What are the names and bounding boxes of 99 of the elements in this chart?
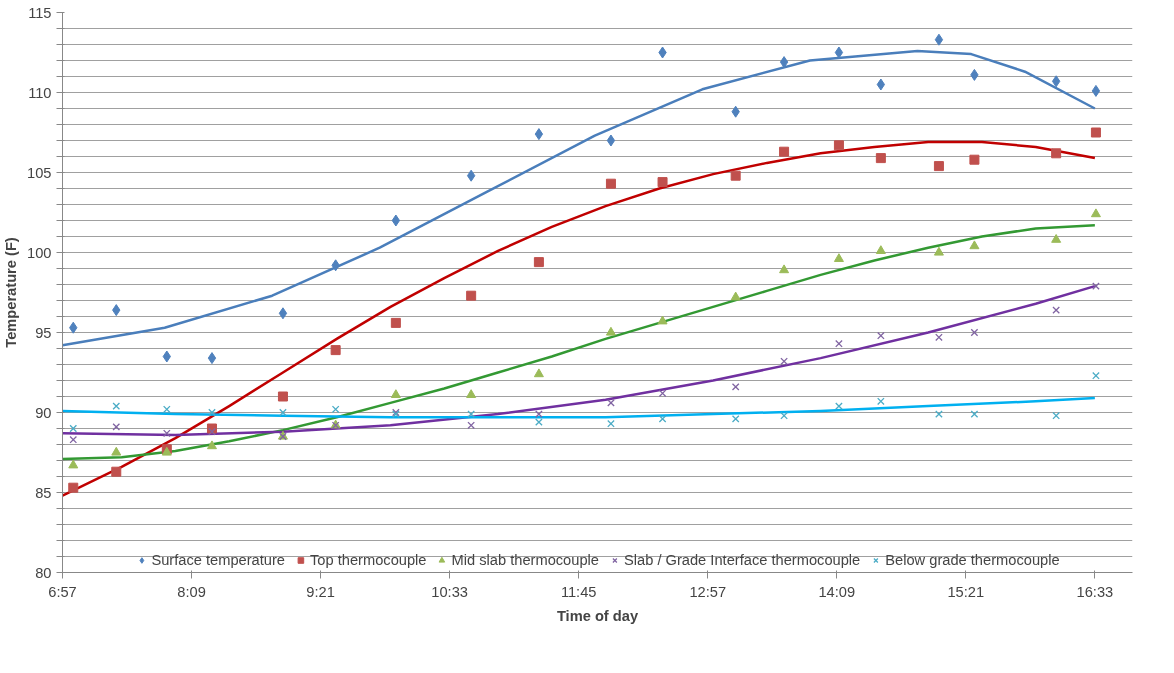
x-tick-label: 16:33 — [1076, 583, 1114, 600]
point — [730, 291, 741, 301]
point — [467, 410, 475, 418]
point — [731, 415, 740, 423]
x-tick-label: 9:21 — [306, 583, 335, 600]
point — [533, 368, 544, 378]
y-tick-label: 95 — [35, 324, 52, 341]
y-tick-label: 100 — [27, 244, 52, 261]
legend-label: Slab / Grade Interface thermocouple — [623, 552, 861, 568]
point — [391, 214, 401, 227]
point — [1092, 282, 1100, 290]
point — [112, 402, 121, 410]
point — [208, 427, 216, 436]
point — [162, 405, 171, 414]
point — [69, 424, 78, 433]
point — [935, 333, 943, 342]
point — [68, 459, 79, 469]
point — [1052, 411, 1060, 420]
point — [1051, 234, 1062, 243]
point — [331, 405, 340, 414]
point — [877, 397, 885, 406]
point — [68, 482, 79, 493]
point — [206, 440, 217, 450]
point — [466, 389, 477, 398]
line-series — [62, 396, 1097, 419]
point — [658, 389, 667, 398]
point — [877, 331, 885, 340]
point — [933, 246, 944, 256]
point — [111, 446, 122, 456]
point — [207, 352, 217, 365]
point — [467, 421, 475, 430]
point — [780, 411, 788, 420]
point — [969, 154, 980, 165]
point — [833, 140, 844, 151]
point — [875, 245, 886, 254]
point — [69, 435, 78, 444]
point — [657, 315, 668, 325]
point — [605, 178, 616, 189]
point — [730, 170, 741, 181]
point — [1052, 306, 1060, 314]
point — [731, 383, 740, 391]
line-series — [62, 140, 1097, 497]
point — [780, 357, 788, 366]
point — [833, 253, 844, 262]
point — [933, 161, 944, 172]
point — [835, 339, 843, 348]
x-tick-label: 12:57 — [689, 583, 727, 600]
point — [466, 169, 476, 182]
point — [606, 134, 616, 147]
x-tick-label: 10:33 — [431, 583, 468, 600]
point — [1090, 208, 1101, 218]
point — [607, 419, 615, 428]
x-tick-label: 15:21 — [947, 583, 985, 600]
point — [390, 317, 401, 328]
y-tick-label: 115 — [28, 4, 52, 21]
y-tick-label: 105 — [27, 164, 52, 181]
point — [605, 326, 616, 336]
point — [969, 240, 980, 250]
point — [970, 410, 979, 418]
point — [779, 264, 790, 274]
point — [112, 423, 121, 431]
point — [534, 128, 544, 141]
line-series — [62, 224, 1097, 461]
point — [279, 408, 287, 417]
point — [876, 78, 886, 91]
point — [111, 466, 122, 477]
x-axis-title: Time of day — [556, 607, 639, 624]
point — [657, 177, 668, 188]
line-series — [62, 49, 1097, 347]
point — [390, 389, 401, 398]
point — [208, 408, 216, 417]
point — [466, 290, 477, 301]
point — [875, 153, 886, 164]
point — [278, 307, 288, 320]
x-tick-label: 14:09 — [818, 583, 856, 600]
point — [1092, 371, 1100, 380]
y-tick-label: 80 — [35, 564, 52, 581]
point — [1051, 148, 1062, 159]
point — [658, 415, 667, 423]
y-axis-title: Temperature (F) — [3, 237, 20, 348]
legend-label: Surface temperature — [151, 552, 286, 568]
y-tick-label: 85 — [35, 484, 52, 501]
point — [1051, 75, 1061, 88]
x-tick-label: 8:09 — [177, 583, 206, 600]
point — [779, 146, 790, 157]
x-tick-label: 6:57 — [48, 583, 77, 600]
point — [277, 391, 288, 402]
x-tick-label: 11:45 — [560, 583, 597, 600]
legend-label: Top thermocouple — [310, 552, 427, 568]
point — [1091, 84, 1101, 97]
legend-label: Mid slab thermocouple — [451, 552, 599, 568]
legend-label: Below grade thermocouple — [885, 552, 1060, 568]
point — [533, 257, 544, 268]
point — [1090, 127, 1101, 138]
y-tick-label: 90 — [35, 404, 52, 421]
y-tick-label: 110 — [28, 84, 52, 101]
point — [330, 345, 341, 356]
point — [934, 33, 944, 46]
point — [162, 429, 171, 438]
